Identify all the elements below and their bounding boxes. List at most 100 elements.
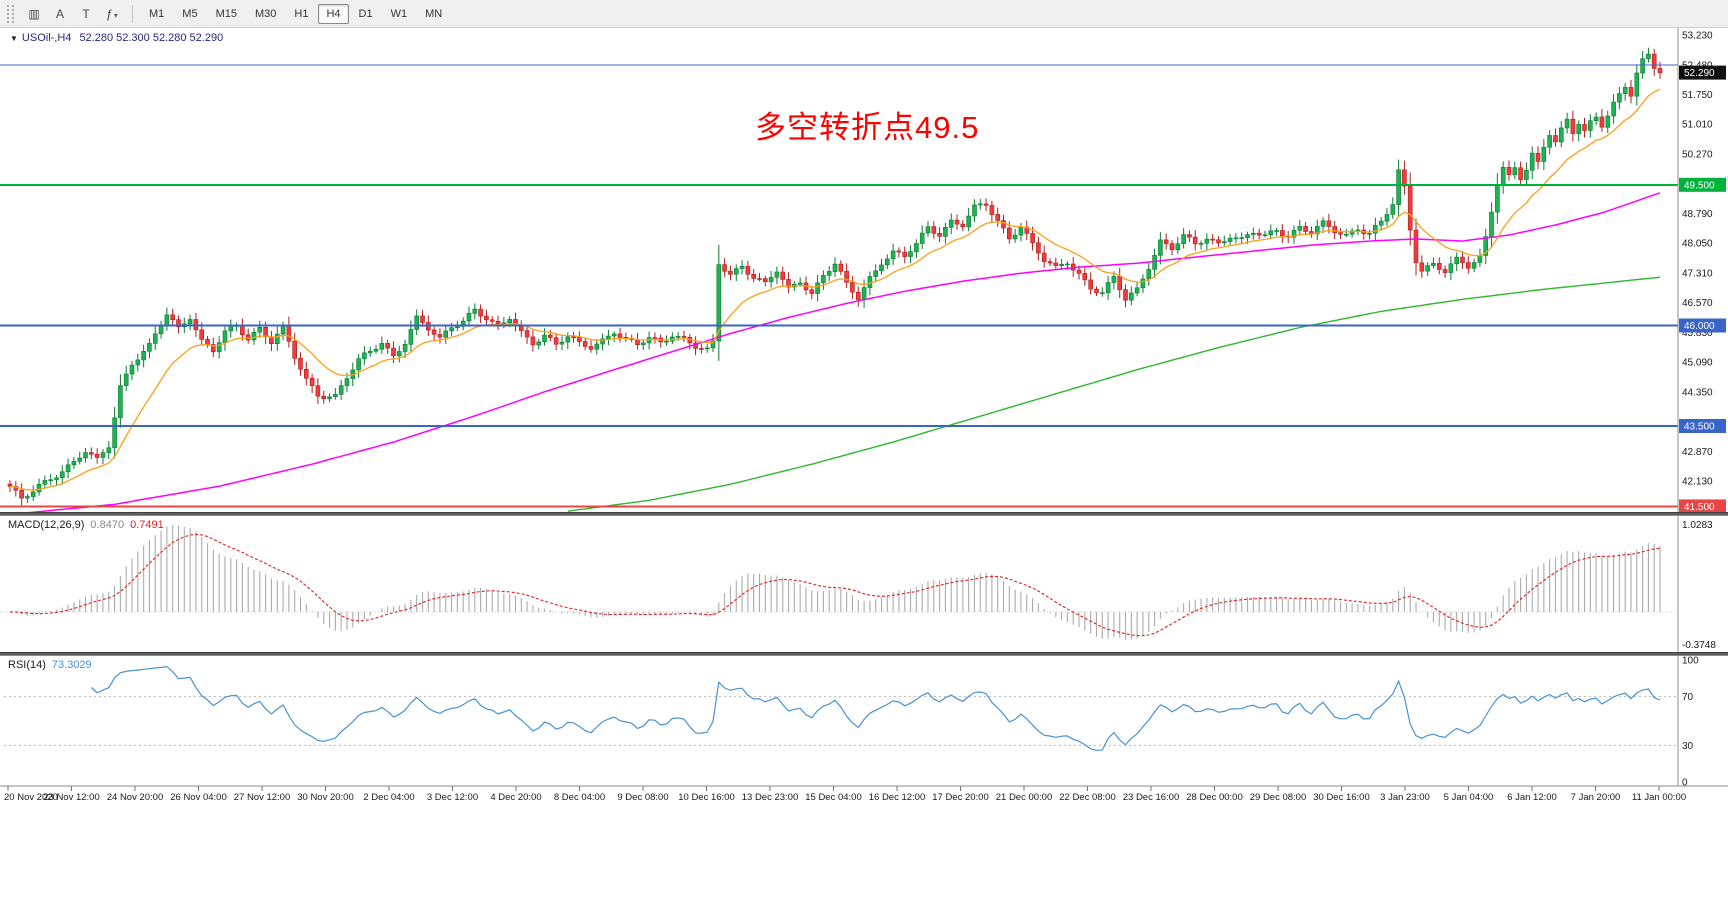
tool-button-chart-type[interactable]: ▥ <box>28 6 40 21</box>
price-axis-label: 45.830 <box>1682 328 1713 339</box>
time-axis-label: 16 Dec 12:00 <box>869 792 926 803</box>
rsi-panel: 100 70 30 0 <box>4 656 1699 789</box>
price-tag <box>1679 419 1726 433</box>
time-axis-label: 7 Jan 20:00 <box>1571 792 1621 803</box>
svg-text:49.500: 49.500 <box>1684 180 1715 191</box>
time-axis-label: 2 Dec 04:00 <box>363 792 414 803</box>
oneclick-trading-icon[interactable]: ▼ <box>10 34 18 43</box>
time-axis-label: 3 Dec 12:00 <box>427 792 478 803</box>
price-axis-label: 44.350 <box>1682 387 1713 398</box>
time-axis-label: 30 Nov 20:00 <box>297 792 354 803</box>
chart-area: 53.23052.48051.75051.01050.27048.79048.0… <box>0 28 1728 898</box>
price-axis-label: 48.050 <box>1682 239 1713 250</box>
price-axis-label: 45.090 <box>1682 358 1713 369</box>
toolbar-separator <box>132 4 133 23</box>
macd-main-value: 0.8470 <box>90 519 125 531</box>
macd-indicator-label: MACD(12,26,9) 0.8470 0.7491 <box>8 519 164 531</box>
candles <box>7 47 1663 506</box>
time-axis-label: 29 Dec 08:00 <box>1250 792 1307 803</box>
time-axis-label: 23 Dec 16:00 <box>1123 792 1180 803</box>
time-axis-label: 20 Nov 2020 <box>4 792 58 803</box>
ohlc-values: 52.280 52.300 52.280 52.290 <box>79 32 224 44</box>
price-tag <box>1679 318 1726 333</box>
price-axis-label: 51.010 <box>1682 120 1713 131</box>
panel-splitter[interactable] <box>0 512 1728 516</box>
price-axis-label: 47.310 <box>1682 268 1713 279</box>
time-axis-label: 26 Nov 04:00 <box>170 792 227 803</box>
time-axis-label: 10 Dec 16:00 <box>678 792 735 803</box>
svg-text:43.500: 43.500 <box>1684 422 1715 433</box>
time-axis-label: 21 Dec 00:00 <box>996 792 1053 803</box>
rsi-axis-label: 30 <box>1682 741 1694 752</box>
rsi-indicator-label: RSI(14) 73.3029 <box>8 659 92 671</box>
rsi-axis-label: 100 <box>1682 656 1699 667</box>
price-tag <box>1679 177 1726 192</box>
time-axis-label: 6 Jan 12:00 <box>1507 792 1557 803</box>
time-axis-label: 11 Jan 00:00 <box>1632 792 1686 803</box>
time-axis-label: 8 Dec 04:00 <box>554 792 605 803</box>
tool-button-indicators[interactable]: ƒ▾ <box>106 6 118 21</box>
toolbar-grip-handle[interactable] <box>7 4 14 23</box>
price-axis-label: 42.870 <box>1682 447 1713 458</box>
time-axis-label: 13 Dec 23:00 <box>742 792 799 803</box>
ma-fast-line <box>9 88 1661 491</box>
time-axis-label: 17 Dec 20:00 <box>932 792 989 803</box>
macd-signal-value: 0.7491 <box>130 519 164 531</box>
chart-canvas[interactable]: 53.23052.48051.75051.01050.27048.79048.0… <box>0 28 1728 898</box>
ma-mid-line <box>9 192 1661 516</box>
price-axis-label: 46.570 <box>1682 298 1713 309</box>
price-axis: 53.23052.48051.75051.01050.27048.79048.0… <box>1677 28 1726 786</box>
symbol-timeframe-label: USOil-,H4 <box>21 32 72 44</box>
time-axis-label: 3 Jan 23:00 <box>1380 792 1430 803</box>
time-axis-label: 5 Jan 04:00 <box>1444 792 1494 803</box>
price-tag <box>1679 65 1726 80</box>
price-axis-label: 50.270 <box>1682 149 1713 160</box>
price-tag <box>1679 499 1726 514</box>
price-axis-label: 48.790 <box>1682 209 1713 220</box>
symbol-ohlc-label: ▼ USOil-,H4 52.280 52.300 52.280 52.290 <box>10 32 223 44</box>
timeframe-button-d1[interactable]: D1 <box>358 7 373 20</box>
macd-axis-min: -0.3748 <box>1682 640 1716 651</box>
rsi-line <box>90 666 1661 751</box>
price-axis-label: 42.130 <box>1682 477 1713 488</box>
time-axis-label: 9 Dec 08:00 <box>617 792 668 803</box>
rsi-axis-label: 70 <box>1682 692 1694 703</box>
time-axis-label: 30 Dec 16:00 <box>1313 792 1370 803</box>
horizontal-lines[interactable] <box>0 64 1678 508</box>
tool-button-text[interactable]: T <box>82 6 90 21</box>
macd-name: MACD(12,26,9) <box>8 519 85 531</box>
timeframe-button-w1[interactable]: W1 <box>390 7 408 20</box>
time-axis-label: 15 Dec 04:00 <box>805 792 862 803</box>
panel-splitter[interactable] <box>0 652 1728 656</box>
time-axis-label: 28 Dec 00:00 <box>1186 792 1243 803</box>
time-axis-label: 23 Nov 12:00 <box>43 792 100 803</box>
timeframe-buttons-group: M1 M5 M15 M30 H1 H4 D1 W1 MN <box>140 3 451 24</box>
moving-averages <box>9 88 1661 516</box>
macd-panel: 1.0283 -0.3748 <box>0 520 1716 651</box>
macd-signal-line <box>9 533 1661 637</box>
rsi-name: RSI(14) <box>8 659 46 671</box>
timeframe-button-mn[interactable]: MN <box>425 7 443 20</box>
chevron-down-icon: ▾ <box>113 10 118 20</box>
chart-annotation-text[interactable]: 多空转折点49.5 <box>755 110 980 145</box>
timeframe-button-h4[interactable]: H4 <box>318 3 349 24</box>
timeframe-button-m1[interactable]: M1 <box>149 7 165 20</box>
tool-button-cursor[interactable]: A <box>55 6 64 21</box>
timeframe-button-m15[interactable]: M15 <box>215 7 237 20</box>
ma-slow-line <box>567 276 1661 512</box>
time-axis-label: 4 Dec 20:00 <box>490 792 541 803</box>
svg-text:41.500: 41.500 <box>1684 502 1715 513</box>
price-axis-label: 51.750 <box>1682 90 1713 101</box>
timeframe-button-h1[interactable]: H1 <box>294 7 309 20</box>
timeframe-button-m30[interactable]: M30 <box>254 7 277 20</box>
time-axis-label: 24 Nov 20:00 <box>107 792 164 803</box>
svg-text:46.000: 46.000 <box>1684 321 1715 332</box>
timeframe-button-m5[interactable]: M5 <box>182 7 198 20</box>
macd-axis-max: 1.0283 <box>1682 520 1713 531</box>
price-axis-label: 53.230 <box>1682 30 1713 41</box>
time-axis-label: 27 Nov 12:00 <box>234 792 291 803</box>
